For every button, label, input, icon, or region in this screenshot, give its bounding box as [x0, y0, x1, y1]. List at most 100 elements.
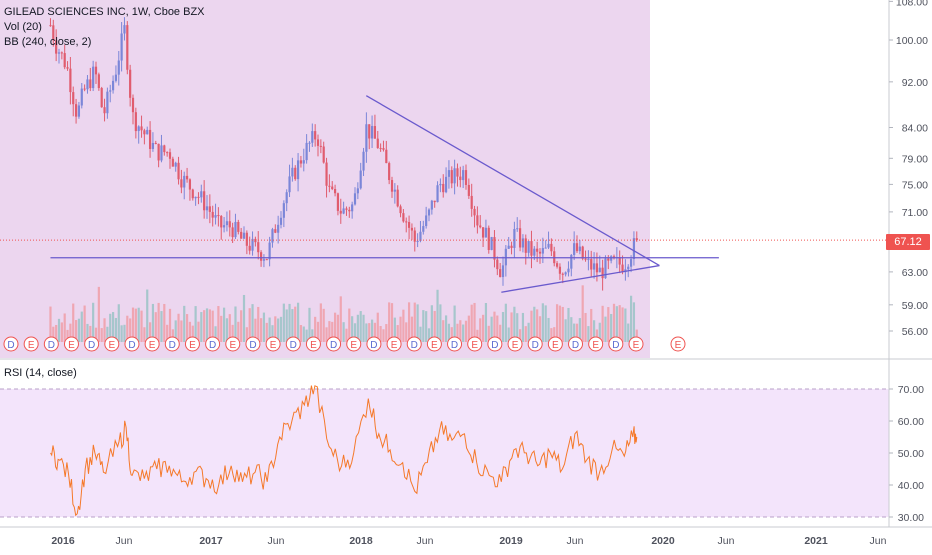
volume-bar — [396, 325, 399, 342]
price-candle — [530, 230, 533, 269]
volume-legend[interactable]: Vol (20) — [4, 21, 42, 33]
volume-bar — [592, 320, 596, 342]
earnings-marker[interactable]: E — [467, 336, 483, 352]
price-candle — [473, 205, 476, 228]
volume-bar — [177, 313, 180, 342]
dividend-marker[interactable]: D — [406, 336, 422, 352]
dividend-marker[interactable]: D — [527, 336, 543, 352]
earnings-marker[interactable]: E — [386, 336, 402, 352]
dividend-marker[interactable]: D — [3, 336, 19, 352]
volume-bar — [410, 316, 414, 342]
marker-circle — [225, 336, 241, 352]
candle-body — [578, 246, 581, 252]
price-candle — [245, 230, 248, 255]
volume-bar — [74, 320, 78, 342]
volume-bar — [146, 289, 149, 342]
earnings-marker[interactable]: E — [63, 336, 79, 352]
earnings-marker[interactable]: E — [507, 336, 523, 352]
dividend-marker[interactable]: D — [568, 336, 584, 352]
candle-body — [203, 191, 206, 211]
candle-body — [55, 40, 58, 54]
bollinger-legend[interactable]: BB (240, close, 2) — [4, 36, 92, 48]
dividend-marker[interactable]: D — [487, 336, 503, 352]
candle-body — [151, 142, 155, 149]
price-candle — [217, 207, 220, 227]
marker-letter: D — [48, 340, 55, 351]
price-tick-label: 71.00 — [902, 207, 928, 219]
candle-body — [527, 241, 530, 253]
candle-body — [376, 138, 379, 149]
time-axis-label: 2018 — [349, 535, 373, 547]
earnings-marker[interactable]: E — [225, 336, 241, 352]
earnings-marker[interactable]: E — [670, 336, 686, 352]
earnings-marker[interactable]: E — [144, 336, 160, 352]
volume-bar — [257, 306, 260, 342]
volume-bar — [353, 323, 357, 342]
dividend-marker[interactable]: D — [205, 336, 221, 352]
price-candle — [470, 183, 473, 217]
marker-letter: E — [189, 340, 196, 351]
rsi-legend[interactable]: RSI (14, close) — [4, 367, 77, 379]
price-candle — [507, 236, 510, 250]
time-axis-label: 2021 — [804, 535, 828, 547]
earnings-marker[interactable]: E — [426, 336, 442, 352]
volume-bar — [288, 303, 291, 342]
earnings-marker[interactable]: E — [184, 336, 200, 352]
marker-circle — [205, 336, 221, 352]
price-candle — [117, 51, 120, 86]
volume-bar — [234, 306, 237, 342]
candle-body — [499, 269, 502, 278]
volume-bar — [493, 311, 496, 342]
symbol-title[interactable]: GILEAD SCIENCES INC, 1W, Cboe BZX — [4, 6, 205, 18]
marker-letter: E — [108, 340, 115, 351]
dividend-marker[interactable]: D — [285, 336, 301, 352]
candle-body — [544, 247, 547, 249]
earnings-marker[interactable]: E — [104, 336, 120, 352]
volume-bar — [97, 286, 100, 342]
dividend-marker[interactable]: D — [84, 336, 100, 352]
volume-bar — [567, 307, 570, 342]
earnings-marker[interactable]: E — [346, 336, 362, 352]
volume-bar — [154, 312, 157, 342]
price-candle — [296, 153, 300, 192]
price-axis-tick: 71.00 — [889, 207, 928, 219]
dividend-marker[interactable]: D — [43, 336, 59, 352]
volume-bar — [131, 307, 135, 342]
candle-body — [262, 259, 266, 261]
volume-bar — [148, 322, 152, 342]
volume-bar — [584, 312, 587, 342]
candle-body — [83, 88, 86, 90]
earnings-marker[interactable]: E — [628, 336, 644, 352]
dividend-marker[interactable]: D — [164, 336, 180, 352]
price-candle — [376, 130, 379, 149]
price-candle — [163, 144, 166, 156]
volume-bar — [481, 314, 485, 342]
price-axis-tick: 56.00 — [889, 326, 928, 338]
dividend-marker[interactable]: D — [366, 336, 382, 352]
dividend-marker[interactable]: D — [326, 336, 342, 352]
volume-bar — [49, 306, 52, 342]
price-candle — [385, 140, 388, 164]
price-candle — [314, 124, 317, 147]
marker-letter: E — [512, 340, 519, 351]
marker-letter: E — [471, 340, 478, 351]
earnings-marker[interactable]: E — [547, 336, 563, 352]
dividend-marker[interactable]: D — [124, 336, 140, 352]
earnings-marker[interactable]: E — [305, 336, 321, 352]
dividend-marker[interactable]: D — [608, 336, 624, 352]
price-candle — [185, 167, 189, 183]
volume-bar — [368, 323, 371, 342]
price-candle — [493, 230, 496, 268]
earnings-marker[interactable]: E — [588, 336, 604, 352]
earnings-marker[interactable]: E — [265, 336, 281, 352]
candle-body — [319, 145, 322, 147]
candle-body — [425, 215, 428, 227]
volume-bar — [615, 306, 618, 342]
dividend-marker[interactable]: D — [447, 336, 463, 352]
price-candle — [146, 126, 149, 135]
earnings-marker[interactable]: E — [23, 336, 39, 352]
dividend-marker[interactable]: D — [245, 336, 261, 352]
marker-circle — [346, 336, 362, 352]
